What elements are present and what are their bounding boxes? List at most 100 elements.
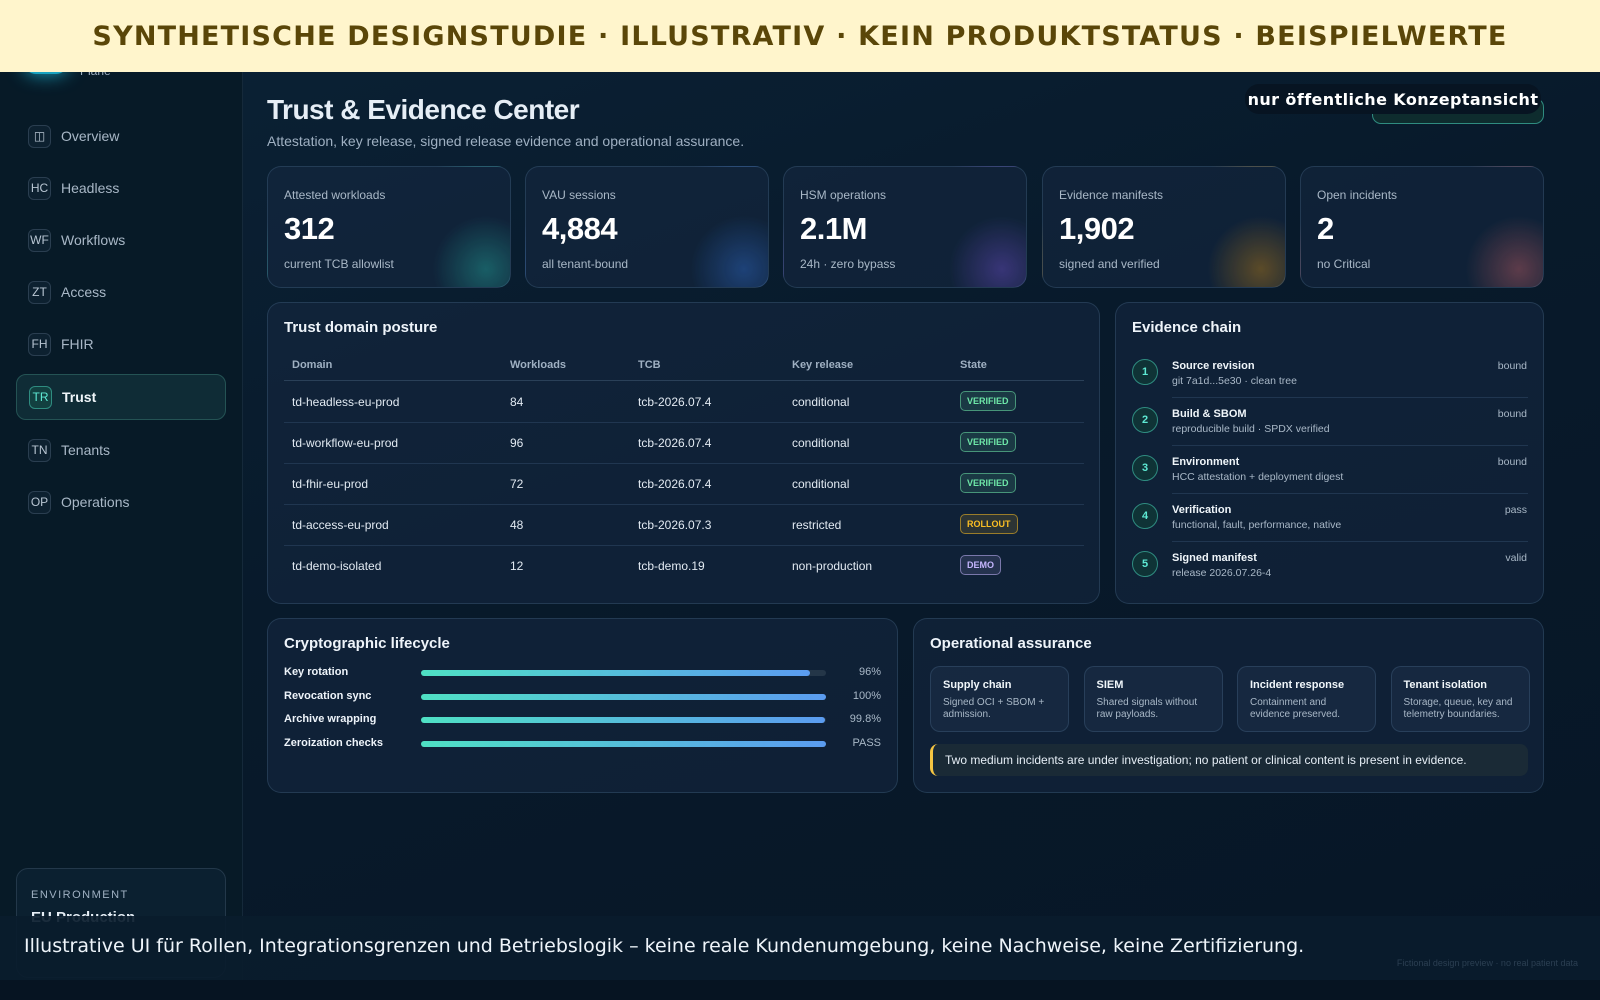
nav-item[interactable]: ◫ Overview [16, 113, 226, 159]
stat-card: Attested workloads 312 current TCB allowli… [267, 166, 511, 288]
nav-icon: TN [28, 438, 51, 462]
disclaimer-banner: SYNTHETISCHE DESIGNSTUDIE · ILLUSTRATIV … [0, 0, 1600, 72]
assurance-panel: Operational assurance Supply chain Signed… [913, 618, 1544, 793]
assurance-card: Tenant isolation Storage, queue, key and … [1390, 666, 1530, 732]
card-text: Shared signals without raw payloads. [1096, 697, 1198, 720]
step-status: bound [1497, 360, 1527, 372]
lifecycle-panel: Cryptographic lifecycle Key rotation 96% R… [267, 618, 898, 793]
stat-note: all tenant-bound [542, 257, 629, 271]
cell: td-access-eu-prod [292, 518, 389, 532]
nav-icon: TR [29, 385, 52, 409]
state-badge: DEMO [960, 555, 1001, 575]
column-header: Key release [792, 359, 854, 371]
step-number: 2 [1132, 407, 1158, 433]
row-divider [284, 463, 1084, 464]
stat-value: 312 [284, 211, 335, 246]
stat-label: HSM operations [800, 188, 887, 202]
stat-label: Open incidents [1317, 188, 1398, 202]
step-title: Verification [1172, 504, 1232, 516]
bar-fill [421, 740, 826, 747]
incident-notice: Two medium incidents are under investiga… [930, 744, 1528, 776]
nav-item[interactable]: FH FHIR [16, 321, 226, 367]
stat-card: Open incidents 2 no Critical [1300, 166, 1544, 288]
cell: tcb-2026.07.4 [638, 395, 712, 409]
nav-item[interactable]: WF Workflows [16, 217, 226, 263]
step-number: 3 [1132, 455, 1158, 481]
nav-item[interactable]: TR Trust [16, 374, 226, 420]
nav-item[interactable]: TN Tenants [16, 427, 226, 473]
stat-label: VAU sessions [542, 188, 616, 202]
bar-name: Archive wrapping [284, 713, 377, 725]
header-divider [284, 380, 1084, 381]
nav-label: Overview [61, 128, 120, 144]
footer-note: Illustrative UI für Rollen, Integrations… [24, 935, 1305, 957]
state-badge: ROLLOUT [960, 514, 1018, 534]
stat-note: no Critical [1317, 257, 1371, 271]
bar-name: Revocation sync [284, 689, 372, 702]
nav-item[interactable]: HC Headless [16, 165, 226, 211]
bar-fill [421, 670, 810, 676]
nav-label: Headless [61, 180, 120, 196]
sidebar: Plane ◫OverviewHCHeadlessWFWorkflowsZTAc… [0, 0, 243, 1000]
cell: td-headless-eu-prod [292, 395, 400, 409]
stat-note: 24h · zero bypass [800, 257, 896, 271]
nav-icon: HC [28, 176, 51, 200]
step-divider [1172, 445, 1528, 446]
card-text: Storage, queue, key and telemetry bounda… [1403, 697, 1513, 720]
step-number: 4 [1132, 503, 1158, 529]
panel-title: Evidence chain [1132, 319, 1242, 336]
evidence-panel: Evidence chain 1 Source revision git 7a1d.… [1115, 302, 1544, 604]
cell: td-fhir-eu-prod [292, 477, 369, 491]
nav-label: Tenants [61, 442, 111, 458]
nav-item[interactable]: OP Operations [16, 479, 226, 525]
nav-label: Operations [61, 494, 130, 510]
cell: tcb-demo.19 [638, 559, 705, 573]
step-detail: reproducible build · SPDX verified [1172, 423, 1330, 435]
nav-icon: WF [28, 228, 51, 252]
card-title: Supply chain [943, 679, 1012, 691]
cell: 84 [510, 395, 524, 409]
row-divider [284, 504, 1084, 505]
bar-fill [421, 693, 826, 700]
step-status: bound [1497, 408, 1527, 420]
stat-card: HSM operations 2.1M 24h · zero bypass [783, 166, 1027, 288]
state-badge: VERIFIED [960, 391, 1016, 411]
stat-note: current TCB allowlist [284, 257, 394, 271]
environment-label: ENVIRONMENT [31, 889, 129, 901]
stat-note: signed and verified [1059, 257, 1160, 271]
step-title: Build & SBOM [1172, 408, 1247, 420]
cell: td-workflow-eu-prod [292, 436, 399, 450]
stat-value: 1,902 [1059, 211, 1135, 246]
assurance-card: SIEM Shared signals without raw payloads. [1083, 666, 1223, 732]
bar-value: 100% [852, 689, 881, 702]
step-status: valid [1505, 552, 1527, 564]
state-badge: VERIFIED [960, 473, 1016, 493]
bar-name: Key rotation [284, 666, 349, 678]
row-divider [284, 422, 1084, 423]
cell: conditional [792, 436, 850, 450]
stat-card: VAU sessions 4,884 all tenant-bound [525, 166, 769, 288]
step-detail: functional, fault, performance, native [1172, 519, 1342, 531]
page-subtitle: Attestation, key release, signed release… [267, 133, 745, 149]
step-title: Source revision [1172, 360, 1255, 372]
nav-label: Access [61, 284, 107, 300]
nav-label: FHIR [61, 336, 94, 352]
watermark: Fictional design preview · no real patie… [1396, 958, 1578, 968]
column-header: TCB [638, 359, 661, 371]
column-header: Workloads [510, 359, 567, 371]
step-detail: release 2026.07.26-4 [1172, 567, 1272, 579]
stat-label: Attested workloads [284, 188, 386, 202]
bar-fill [421, 717, 826, 723]
assurance-card: Supply chain Signed OCI + SBOM + admissio… [930, 666, 1069, 732]
cell: tcb-2026.07.4 [638, 477, 712, 491]
card-text: Signed OCI + SBOM + admission. [943, 697, 1045, 720]
step-title: Signed manifest [1172, 552, 1257, 564]
card-title: Tenant isolation [1403, 679, 1488, 691]
column-header: Domain [292, 359, 333, 371]
step-divider [1172, 493, 1528, 494]
nav-item[interactable]: ZT Access [16, 269, 226, 315]
step-status: bound [1497, 456, 1527, 468]
stat-value: 4,884 [542, 211, 618, 246]
